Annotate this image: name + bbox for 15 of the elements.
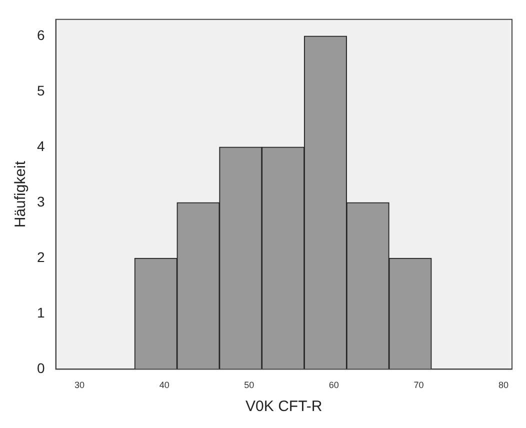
x-tick-label: 30 <box>74 380 85 390</box>
y-tick-label: 5 <box>36 82 45 98</box>
y-tick-label: 2 <box>36 249 45 266</box>
y-tick-label: 4 <box>36 138 45 154</box>
y-tick-label: 3 <box>36 193 45 210</box>
x-tick-label: 80 <box>498 380 509 390</box>
x-tick-label: 60 <box>328 380 339 390</box>
x-tick-label: 50 <box>244 380 254 390</box>
x-axis-title: V0K CFT-R <box>246 398 322 416</box>
x-tick-label: 40 <box>159 380 170 390</box>
y-tick-label: 1 <box>36 304 45 321</box>
y-tick-label: 0 <box>36 360 45 376</box>
x-tick-label: 70 <box>414 380 424 390</box>
y-tick-label: 6 <box>36 26 45 43</box>
y-axis-title: Häufigkeit <box>12 160 30 228</box>
